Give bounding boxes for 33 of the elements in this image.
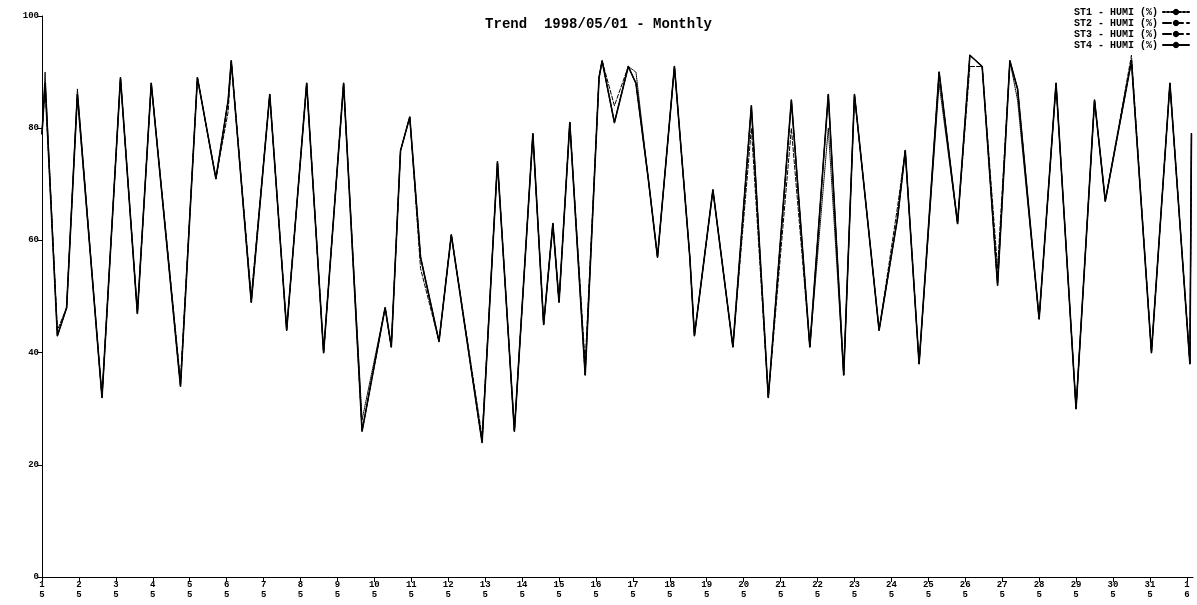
- x-tick-label: 16 5: [590, 580, 602, 600]
- y-tick-label: 20: [28, 459, 39, 470]
- x-tick-label: 10 5: [368, 580, 380, 600]
- x-tick-label: 29 5: [1070, 580, 1082, 600]
- legend-label: ST1 - HUMI (%): [1073, 6, 1158, 18]
- x-tick-label: 28 5: [1033, 580, 1045, 600]
- legend-label: ST4 - HUMI (%): [1073, 39, 1158, 51]
- x-tick-label: 24 5: [885, 580, 898, 600]
- x-tick-label: 31 5: [1144, 580, 1156, 600]
- x-tick-label: 25 5: [922, 580, 934, 600]
- x-tick-label: 23 5: [849, 580, 860, 600]
- y-tick-label: 60: [28, 235, 39, 246]
- y-tick-label: 40: [28, 347, 39, 358]
- x-tick-label: 15 5: [553, 580, 565, 600]
- legend-label: ST3 - HUMI (%): [1073, 28, 1158, 40]
- x-tick-label: 22 5: [812, 580, 823, 600]
- x-tick-label: 20 5: [738, 580, 750, 600]
- x-tick-label: 21 5: [775, 580, 787, 600]
- y-tick-label: 80: [28, 123, 39, 134]
- x-tick-label: 30 5: [1107, 580, 1119, 600]
- x-tick-label: 26 5: [959, 580, 971, 600]
- x-tick-label: 14 5: [516, 580, 529, 600]
- x-tick-label: 8 5: [297, 580, 304, 600]
- x-tick-label: 27 5: [996, 580, 1008, 600]
- x-tick-label: 17 5: [627, 580, 639, 600]
- y-tick-label: 100: [22, 11, 39, 21]
- chart-title: Trend 1998/05/01 - Monthly: [485, 16, 713, 32]
- legend-label: ST2 - HUMI (%): [1073, 17, 1158, 29]
- x-tick-label: 13 5: [479, 580, 491, 600]
- x-tick-label: 11 5: [405, 580, 418, 600]
- x-tick-label: 18 5: [664, 580, 676, 600]
- x-tick-label: 19 5: [701, 580, 713, 600]
- x-tick-label: 12 5: [442, 580, 454, 600]
